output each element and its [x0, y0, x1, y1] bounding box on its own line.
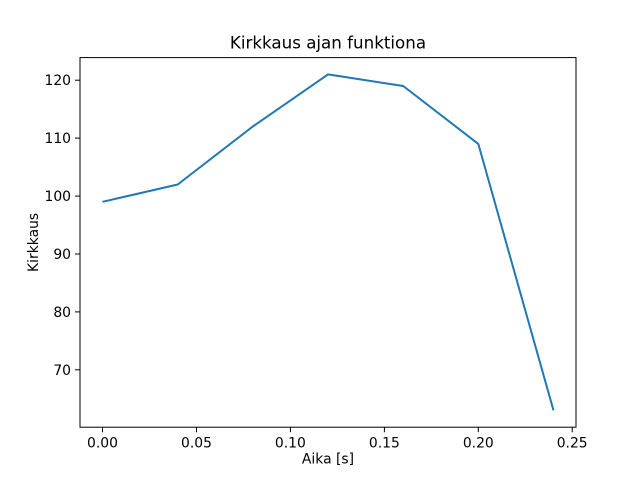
x-tick-label: 0.20: [463, 436, 494, 452]
y-tick-label: 120: [44, 73, 71, 89]
chart-title: Kirkkaus ajan funktiona: [230, 33, 426, 53]
y-tick-label: 90: [53, 247, 71, 263]
x-tick-label: 0.25: [557, 436, 588, 452]
x-axis-ticks: 0.00 0.05 0.10 0.15 0.20 0.25: [87, 427, 588, 452]
y-axis-ticks: 70 80 90 100 110 120: [44, 73, 80, 379]
y-tick-label: 80: [53, 305, 71, 321]
y-tick-label: 70: [53, 363, 71, 379]
x-tick-label: 0.15: [369, 436, 400, 452]
plot-area: [79, 57, 577, 428]
data-line: [102, 73, 555, 411]
x-axis-label: Aika [s]: [302, 452, 354, 468]
x-tick-label: 0.00: [87, 436, 118, 452]
x-tick-label: 0.10: [275, 436, 306, 452]
x-tick-label: 0.05: [181, 436, 212, 452]
y-axis-label: Kirkkaus: [26, 213, 42, 272]
y-tick-label: 100: [44, 189, 71, 205]
y-tick-label: 110: [44, 131, 71, 147]
